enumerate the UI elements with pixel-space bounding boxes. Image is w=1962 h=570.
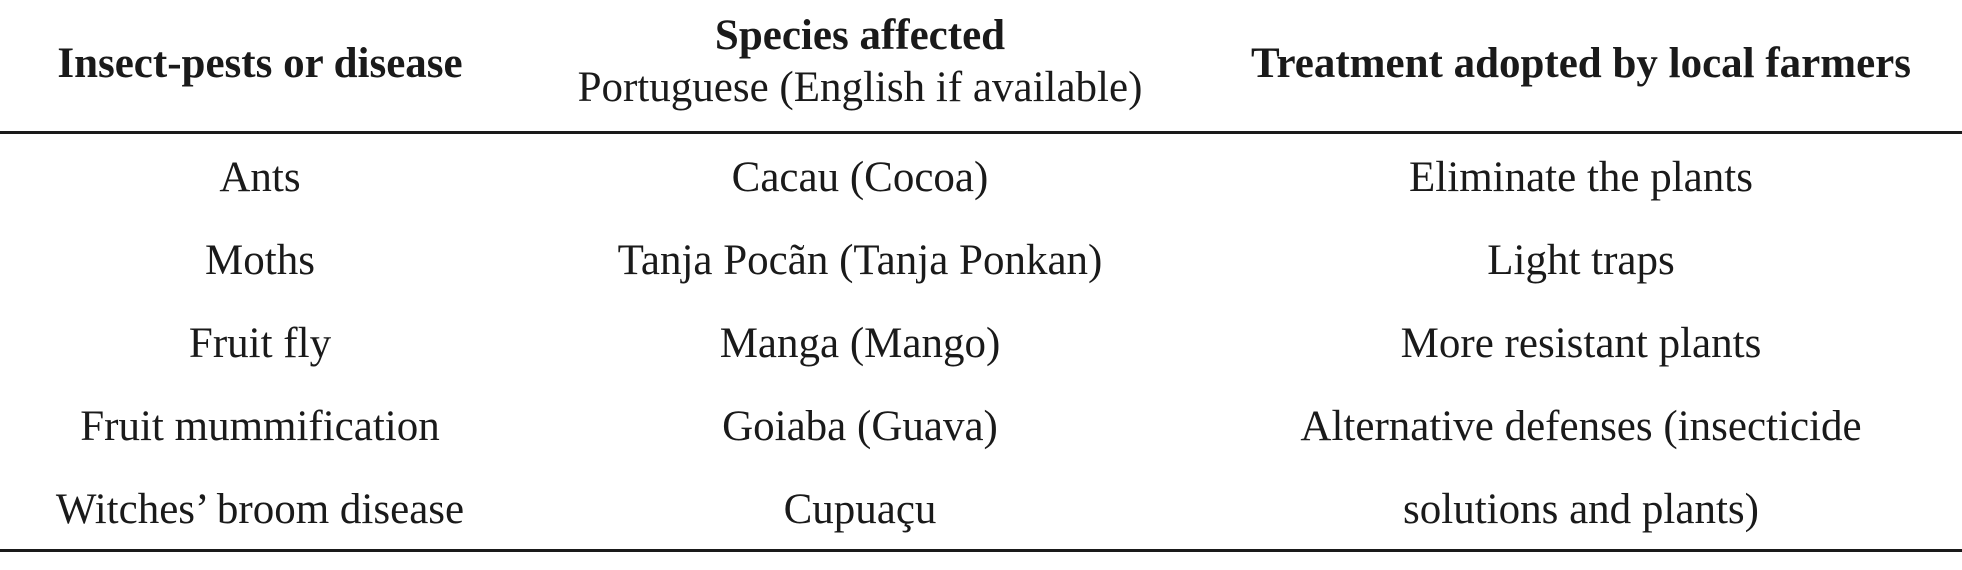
cell-pest: Ants xyxy=(219,154,301,201)
cell-treatment: solutions and plants) xyxy=(1403,486,1759,533)
header-treatment: Treatment adopted by local farmers xyxy=(1200,38,1962,90)
cell-pest: Fruit mummification xyxy=(80,403,440,450)
header-species-subtitle: Portuguese (English if available) xyxy=(577,64,1143,111)
cell-pest: Moths xyxy=(205,237,315,284)
table-header: Insect-pests or disease Species affected… xyxy=(0,0,1962,132)
cell-pest: Fruit fly xyxy=(188,320,332,367)
cell-treatment: Light traps xyxy=(1487,237,1675,284)
cell-species: Tanja Pocãn (Tanja Ponkan) xyxy=(617,237,1103,284)
cell-species: Goiaba (Guava) xyxy=(722,403,998,450)
cell-species: Manga (Mango) xyxy=(719,320,1001,367)
header-insect-pests-label: Insect-pests or disease xyxy=(57,40,463,87)
bottom-rule xyxy=(0,549,1962,552)
cell-pest: Witches’ broom disease xyxy=(55,486,465,533)
cell-species: Cupuaçu xyxy=(783,486,937,533)
header-treatment-label: Treatment adopted by local farmers xyxy=(1250,40,1911,87)
cell-treatment: More resistant plants xyxy=(1400,320,1762,367)
header-insect-pests: Insect-pests or disease xyxy=(0,38,520,90)
cell-species: Cacau (Cocoa) xyxy=(731,154,989,201)
cell-treatment: Eliminate the plants xyxy=(1409,154,1753,201)
header-rule xyxy=(0,131,1962,134)
header-species-title: Species affected xyxy=(714,12,1006,59)
cell-treatment: Alternative defenses (insecticide xyxy=(1300,403,1862,450)
header-species-affected: Species affected Portuguese (English if … xyxy=(520,10,1200,114)
